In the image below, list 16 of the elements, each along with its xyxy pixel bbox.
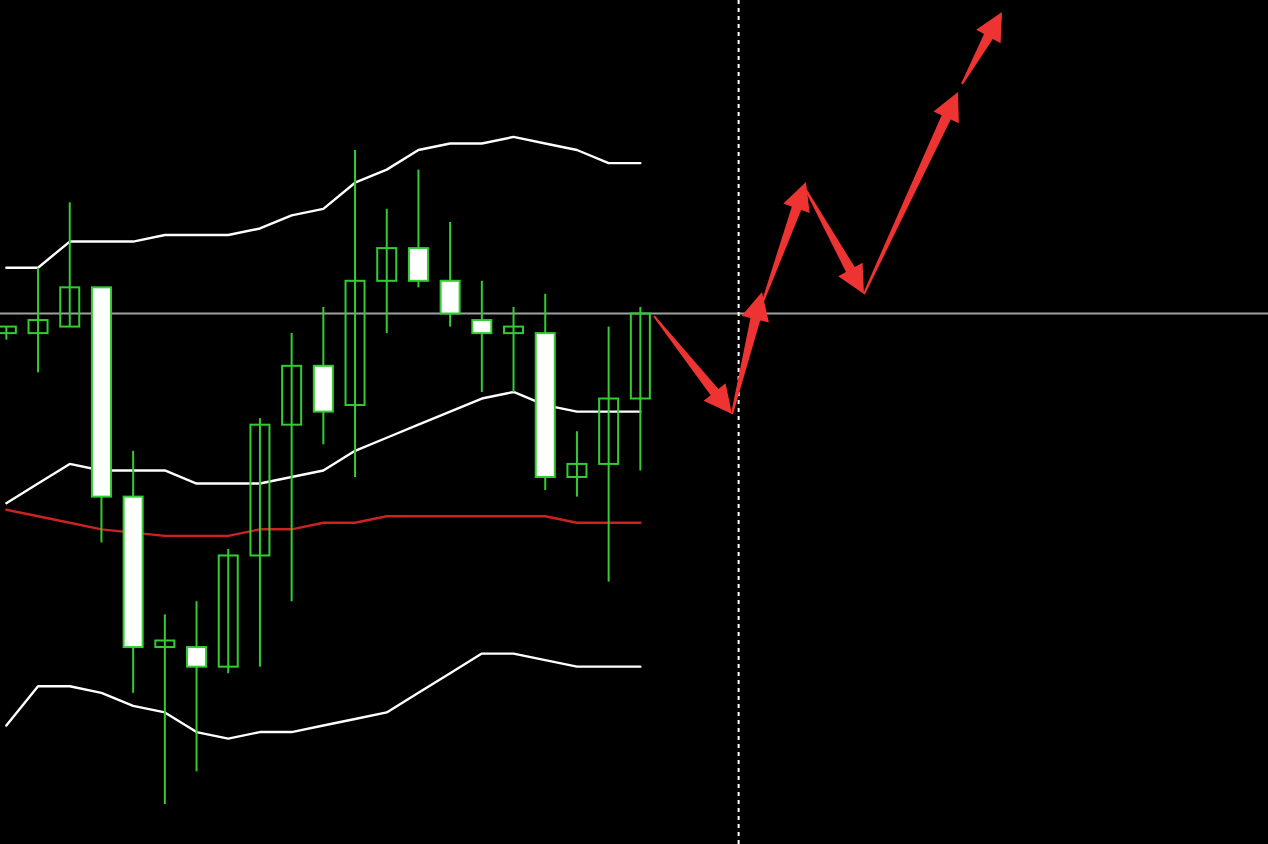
candlestick [407, 168, 429, 289]
candlestick [598, 325, 620, 583]
candlestick [27, 266, 49, 374]
candlestick [503, 305, 525, 393]
candlestick [154, 613, 176, 805]
candlestick [217, 547, 239, 675]
candlestick [376, 207, 398, 335]
candlestick [249, 417, 271, 668]
candlestick [566, 430, 588, 498]
candlestick [312, 305, 334, 446]
candlestick [471, 279, 493, 393]
candlestick [281, 332, 303, 603]
candlestick [344, 149, 366, 478]
candlestick [59, 201, 81, 328]
candlestick [439, 220, 461, 328]
candlestick [629, 305, 651, 472]
